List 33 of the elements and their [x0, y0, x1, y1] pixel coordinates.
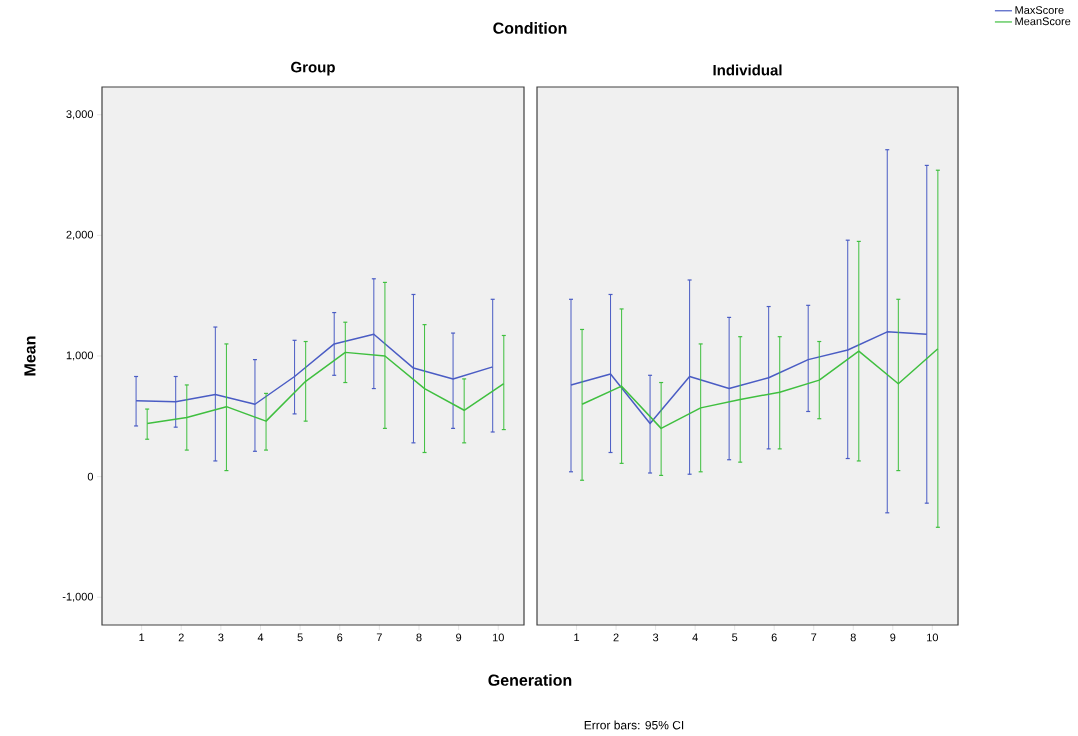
x-tick-label: 9	[456, 633, 462, 642]
x-tick-label: 5	[297, 633, 303, 642]
text: Error bars: 95% CI	[584, 720, 684, 730]
x-tick-label: 10	[492, 633, 504, 642]
y-tick-label: 3,000	[66, 110, 94, 120]
y-tick-label: 0	[87, 472, 94, 481]
legend-label: MaxScore	[1015, 6, 1064, 14]
x-tick-label: 8	[850, 633, 856, 642]
x-tick-label: 10	[927, 633, 938, 642]
legend-label: MeanScore	[1015, 17, 1071, 26]
text: Condition	[493, 22, 567, 34]
x-axis-title: Generation	[488, 674, 572, 686]
x-tick-label: 1	[139, 633, 145, 642]
x-tick-label: 3	[218, 633, 224, 642]
x-tick-label: 2	[613, 633, 619, 642]
y-axis-title: Mean	[24, 336, 36, 376]
x-tick-label: 6	[337, 633, 343, 642]
y-tick-label: 2,000	[66, 230, 94, 240]
x-tick-label: 1	[574, 633, 580, 642]
x-tick-label: 8	[416, 633, 422, 642]
y-tick-label: 1,000	[66, 351, 94, 361]
x-tick-label: 2	[178, 633, 184, 642]
x-tick-label: 5	[732, 633, 738, 642]
x-tick-label: 4	[257, 633, 264, 642]
x-tick-label: 6	[771, 633, 777, 642]
chart-title: Group	[291, 61, 335, 76]
x-tick-label: 7	[811, 633, 817, 642]
x-tick-label: 9	[890, 633, 896, 642]
x-tick-label: 7	[376, 633, 382, 642]
chart-title: Individual	[713, 64, 782, 76]
x-tick-label: 3	[652, 633, 659, 642]
y-tick-label: -1,000	[62, 592, 94, 602]
x-tick-label: 4	[692, 633, 698, 642]
